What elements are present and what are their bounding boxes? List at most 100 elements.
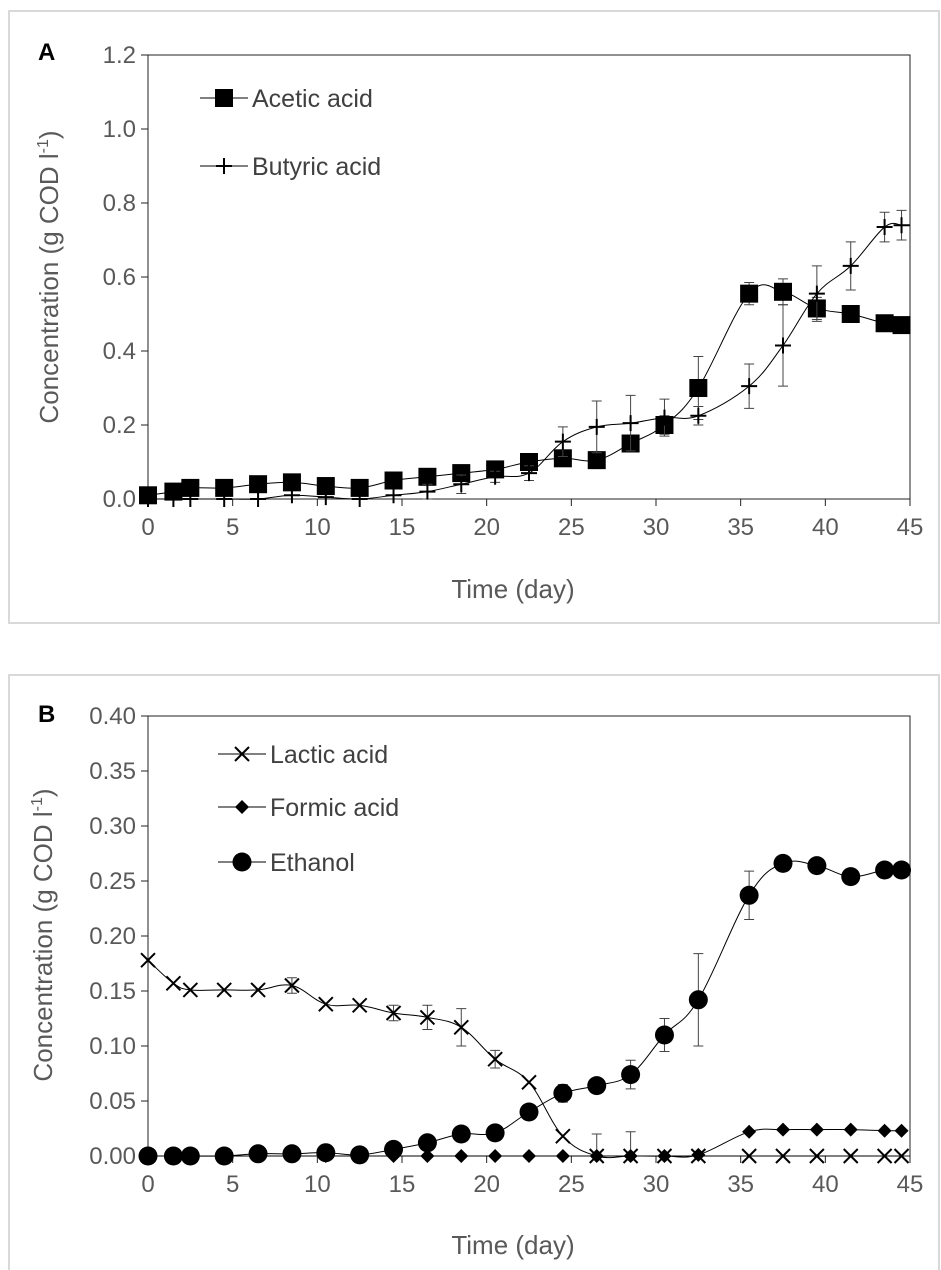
legend-label: Lactic acid	[270, 741, 388, 769]
x-axis-label-a: Time (day)	[451, 574, 574, 604]
panel-label-a: A	[38, 39, 55, 66]
series-a	[139, 209, 911, 507]
data-point	[215, 478, 234, 497]
data-point	[453, 476, 470, 493]
data-point	[553, 1083, 573, 1103]
data-point	[417, 1133, 437, 1153]
data-point	[841, 867, 861, 887]
data-point	[165, 975, 182, 992]
data-point	[452, 464, 471, 483]
data-point	[487, 1051, 503, 1067]
data-point	[418, 467, 437, 486]
data-point	[250, 491, 267, 507]
x-tick-label: 30	[643, 1171, 670, 1198]
data-point	[691, 1147, 706, 1162]
y-tick-label: 0.15	[89, 978, 136, 1005]
plot-frame-a	[147, 54, 911, 500]
axes-b: 0 5 10 15 20 25 30 35 40 45 0.00 0.05 0.10 0.15 0.20 0.…	[89, 703, 923, 1198]
chart-a: A Time (day) Concentration (g COD l-1) 0…	[34, 39, 923, 604]
data-point	[809, 1148, 825, 1164]
y-tick-label: 0.0	[103, 486, 136, 513]
data-point	[138, 1146, 158, 1166]
y-axis-label-a: Concentration (g COD l-1)	[34, 130, 64, 423]
data-point	[316, 1143, 336, 1163]
legend-b: Lactic acid Formic acid Ethanol	[218, 741, 399, 877]
x-tick-label: 5	[226, 1171, 239, 1198]
data-point	[181, 478, 200, 497]
data-point	[742, 1124, 757, 1139]
legend-marker	[216, 158, 232, 174]
data-point	[739, 885, 759, 905]
series-butyric-acid	[140, 209, 910, 507]
legend-item: Lactic acid	[218, 741, 388, 769]
data-point	[555, 1128, 571, 1144]
x-tick-label: 45	[897, 514, 924, 541]
x-tick-label: 30	[643, 514, 670, 541]
y-tick-label: 0.30	[89, 813, 136, 840]
x-tick-label: 20	[473, 1171, 500, 1198]
data-point	[588, 418, 605, 435]
data-point	[318, 996, 334, 1012]
data-point	[654, 1025, 674, 1045]
series-ethanol	[138, 853, 912, 1166]
legend-label: Formic acid	[270, 794, 399, 822]
x-axis-label-b: Time (day)	[451, 1230, 574, 1260]
legend-a: Acetic acid Butyric acid	[200, 85, 381, 181]
data-point	[689, 379, 708, 397]
data-point	[808, 285, 825, 302]
x-tick-label: 0	[141, 1171, 154, 1198]
y-tick-label: 0.10	[89, 1033, 136, 1060]
y-tick-label: 0.25	[89, 868, 136, 895]
data-point	[487, 468, 504, 485]
x-tick-label: 25	[558, 514, 585, 541]
legend-marker	[234, 746, 250, 762]
legend-item: Ethanol	[218, 849, 355, 877]
y-tick-label: 0.6	[103, 264, 136, 291]
legend-label: Acetic acid	[252, 85, 373, 113]
data-point	[893, 217, 910, 234]
data-point	[451, 1124, 471, 1144]
data-point	[656, 409, 673, 426]
data-point	[485, 1123, 505, 1143]
data-point	[621, 1065, 641, 1085]
data-point	[741, 1148, 757, 1164]
data-point	[384, 471, 403, 490]
data-point	[519, 1102, 539, 1122]
legend-label: Butyric acid	[252, 153, 381, 181]
y-tick-label: 0.05	[89, 1088, 136, 1115]
data-point	[520, 453, 538, 471]
data-point	[623, 1149, 638, 1163]
data-point	[892, 316, 911, 335]
plot-frame-b	[147, 715, 911, 1157]
y-tick-label: 0.00	[89, 1143, 136, 1170]
data-point	[317, 489, 334, 506]
y-tick-label: 1.0	[103, 116, 136, 143]
data-point	[420, 1149, 435, 1163]
x-tick-label: 10	[304, 514, 331, 541]
data-point	[776, 1122, 790, 1137]
data-point	[522, 1149, 536, 1163]
data-point	[521, 1074, 537, 1091]
data-point	[385, 487, 402, 504]
data-point	[454, 1149, 469, 1163]
data-point	[249, 475, 268, 494]
x-tick-label: 35	[727, 514, 754, 541]
data-point	[384, 1139, 404, 1159]
data-point	[809, 1122, 824, 1137]
data-point	[488, 1149, 503, 1163]
data-point	[385, 1005, 402, 1021]
data-point	[216, 982, 232, 998]
data-point	[350, 478, 369, 497]
series-b	[138, 853, 912, 1166]
data-point	[740, 284, 759, 303]
x-tick-label: 40	[812, 514, 839, 541]
data-point	[775, 1148, 791, 1164]
data-point	[284, 977, 300, 994]
data-point	[876, 1148, 893, 1164]
data-point	[622, 415, 639, 432]
data-point	[587, 451, 606, 470]
x-tick-label: 5	[226, 514, 239, 541]
y-tick-label: 0.8	[103, 190, 136, 217]
data-point	[453, 1019, 469, 1036]
legend-item: Acetic acid	[200, 85, 373, 113]
